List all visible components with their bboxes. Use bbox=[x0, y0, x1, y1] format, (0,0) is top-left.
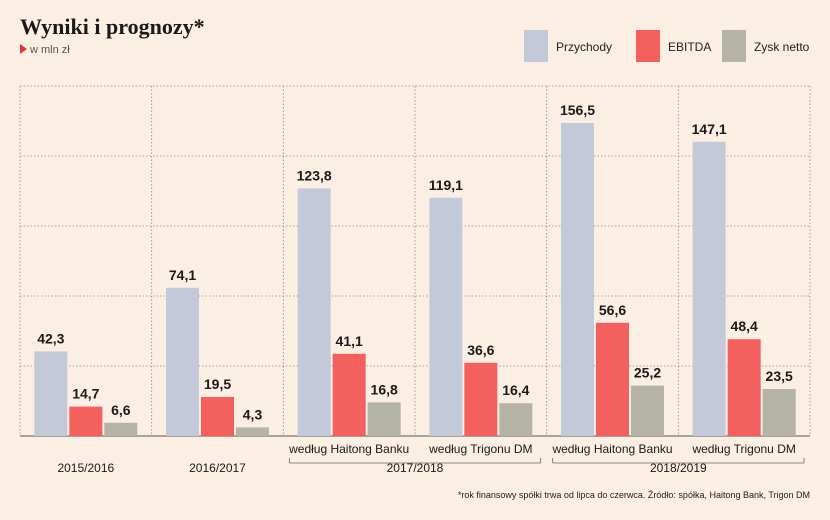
category-sublabel: według Haitong Banku bbox=[551, 442, 672, 456]
category-label: 2018/2019 bbox=[650, 461, 707, 475]
data-label: 25,2 bbox=[634, 365, 661, 381]
bar-ebitda bbox=[332, 353, 366, 436]
data-label: 6,6 bbox=[111, 402, 131, 418]
data-label: 123,8 bbox=[297, 167, 332, 183]
category-label: 2015/2016 bbox=[57, 461, 114, 475]
data-label: 48,4 bbox=[731, 318, 758, 334]
bar-ebitda bbox=[464, 362, 498, 436]
data-label: 16,8 bbox=[371, 381, 398, 397]
unit-label: w mln zł bbox=[30, 44, 70, 56]
bar-przychody bbox=[692, 141, 726, 437]
bar-ebitda bbox=[201, 397, 234, 436]
legend-swatch-przychody bbox=[524, 30, 548, 62]
legend-label-ebitda: EBITDA bbox=[668, 40, 712, 54]
legend: Przychody EBITDA Zysk netto bbox=[0, 30, 830, 70]
bar-zysk-netto bbox=[499, 403, 533, 436]
data-label: 4,3 bbox=[243, 406, 263, 422]
legend-label-przychody: Przychody bbox=[556, 40, 613, 54]
bar-przychody bbox=[34, 351, 68, 436]
chart-title: Wyniki i prognozy* bbox=[20, 14, 205, 39]
data-label: 19,5 bbox=[204, 376, 231, 392]
bar-przychody bbox=[429, 197, 463, 436]
data-label: 119,1 bbox=[429, 177, 463, 193]
category-sublabel: według Trigonu DM bbox=[428, 442, 532, 456]
legend-label-zysk-netto: Zysk netto bbox=[754, 40, 810, 54]
bar-zysk-netto bbox=[367, 402, 401, 436]
bar-ebitda bbox=[727, 339, 761, 436]
data-label: 147,1 bbox=[692, 121, 727, 137]
data-label: 16,4 bbox=[502, 382, 529, 398]
bar-przychody bbox=[297, 188, 331, 436]
category-label: 2016/2017 bbox=[189, 461, 246, 475]
data-label: 156,5 bbox=[560, 102, 595, 118]
bar-ebitda bbox=[596, 322, 629, 436]
triangle-icon bbox=[20, 44, 27, 54]
footnote: *rok finansowy spółki trwa od lipca do c… bbox=[457, 490, 810, 500]
data-label: 56,6 bbox=[599, 302, 626, 318]
bar-przychody bbox=[166, 287, 199, 436]
category-sublabel: według Trigonu DM bbox=[691, 442, 795, 456]
bar-zysk-netto bbox=[762, 389, 796, 436]
bar-zysk-netto bbox=[631, 385, 664, 436]
bar-ebitda bbox=[69, 406, 103, 436]
data-label: 74,1 bbox=[169, 267, 196, 283]
bar-zysk-netto bbox=[236, 427, 269, 436]
legend-swatch-zysk-netto bbox=[722, 30, 746, 62]
data-label: 42,3 bbox=[37, 330, 64, 346]
category-sublabel: według Haitong Banku bbox=[288, 442, 409, 456]
legend-swatch-ebitda bbox=[636, 30, 660, 62]
bar-zysk-netto bbox=[104, 422, 138, 436]
data-label: 41,1 bbox=[336, 333, 363, 349]
data-label: 23,5 bbox=[766, 368, 793, 384]
category-label: 2017/2018 bbox=[387, 461, 444, 475]
chart-subtitle: w mln zł bbox=[20, 44, 70, 56]
data-label: 14,7 bbox=[72, 386, 99, 402]
bar-przychody bbox=[561, 123, 594, 436]
data-label: 36,6 bbox=[467, 342, 494, 358]
